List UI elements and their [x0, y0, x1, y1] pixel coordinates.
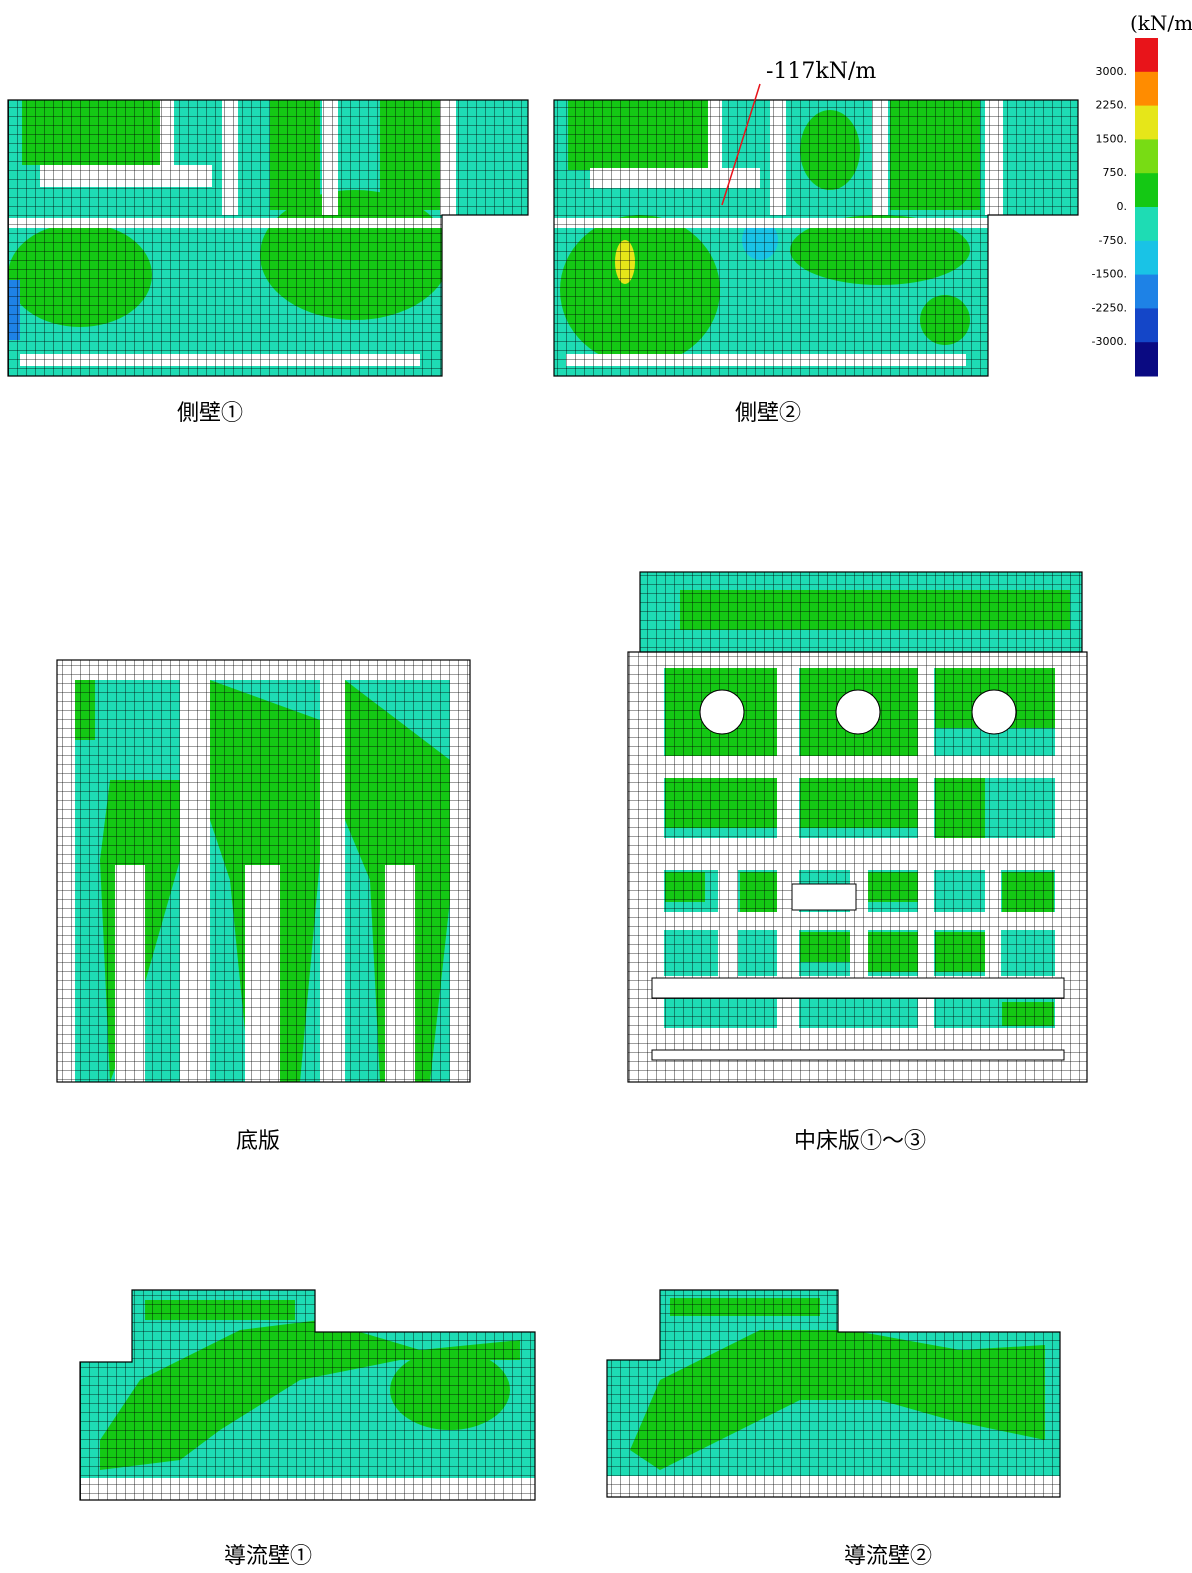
legend-band [1135, 207, 1158, 242]
caption: 底版 [236, 1129, 280, 1154]
legend-band [1135, 71, 1158, 107]
legend-band [1135, 342, 1158, 377]
panel-bottom-slab [56, 659, 471, 1083]
legend-band [1135, 173, 1158, 208]
caption: 中床版①～③ [794, 1129, 926, 1154]
legend-label: 750. [1103, 166, 1128, 179]
mesh [7, 99, 529, 377]
caption: 側壁① [177, 401, 243, 426]
leader-line [721, 83, 761, 206]
caption: 側壁② [735, 401, 801, 426]
legend-label: -3000. [1092, 335, 1127, 348]
legend-band [1135, 105, 1158, 140]
legend-label: 0. [1117, 200, 1128, 213]
legend-band [1135, 274, 1158, 309]
legend-band [1135, 38, 1158, 73]
legend-label: -2250. [1092, 301, 1127, 314]
caption: 導流壁② [844, 1544, 932, 1569]
panel-middle-slab [627, 571, 1088, 1083]
mesh [79, 1289, 536, 1501]
legend-label: 2250. [1096, 99, 1128, 112]
legend-label: 3000. [1096, 65, 1128, 78]
legend-unit: (kN/m) [1130, 11, 1192, 35]
legend-label: -1500. [1092, 268, 1127, 281]
legend: 3000. 2250. 1500. 750. 0. -750. -1500. -2250. -3… [1092, 38, 1158, 377]
mesh [553, 99, 1079, 377]
annotation: -117kN/m [766, 59, 876, 84]
legend-band [1135, 139, 1158, 174]
legend-label: 1500. [1096, 132, 1128, 145]
caption: 導流壁① [224, 1544, 312, 1569]
mesh [606, 1289, 1061, 1498]
legend-band [1135, 308, 1158, 343]
legend-label: -750. [1099, 234, 1127, 247]
legend-band [1135, 240, 1158, 276]
